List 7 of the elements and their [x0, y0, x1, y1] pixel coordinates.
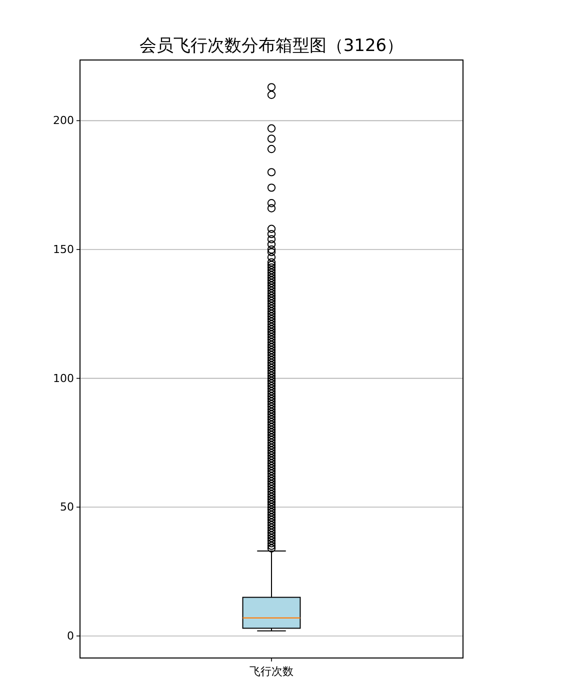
x-tick-label: 飞行次数 [250, 665, 294, 678]
y-tick-label: 0 [67, 629, 74, 642]
y-tick-label: 200 [53, 114, 74, 128]
chart-title: 会员飞行次数分布箱型图（3126） [139, 36, 404, 56]
y-tick-label: 100 [53, 372, 74, 385]
y-tick-label: 50 [60, 500, 74, 514]
y-tick-label: 150 [53, 243, 74, 256]
